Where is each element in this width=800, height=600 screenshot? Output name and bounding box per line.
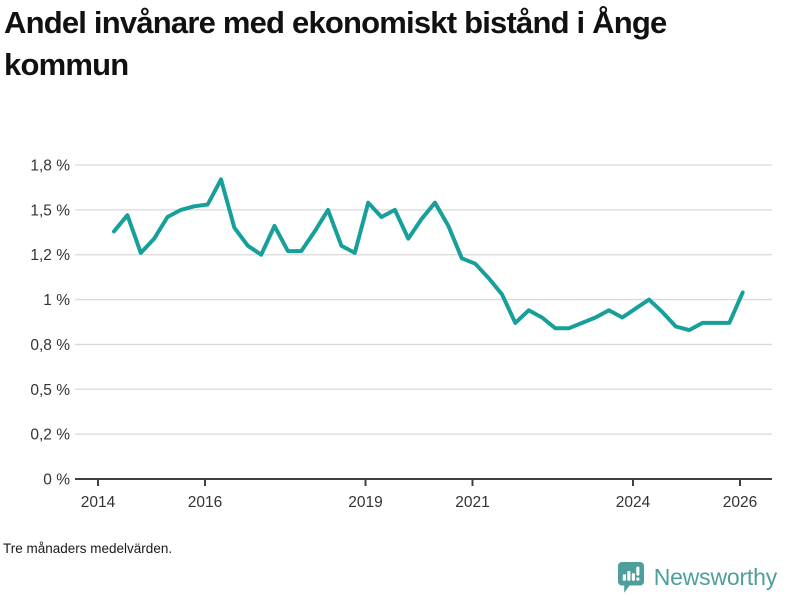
chart-footnote: Tre månaders medelvärden. — [3, 541, 173, 556]
x-tick-label: 2019 — [348, 494, 382, 511]
y-tick-label: 1,8 % — [30, 157, 70, 174]
y-tick-label: 0,8 % — [30, 337, 70, 354]
newsworthy-logo: Newsworthy — [617, 561, 777, 594]
line-chart-canvas: 0 % 0,2 % 0,5 % 0,8 % 1 % 1,2 % 1,5 % 1,8 % 2014… — [30, 157, 772, 511]
x-tick-label: 2026 — [723, 494, 757, 511]
y-tick-label: 0,5 % — [30, 382, 70, 399]
x-tick-label: 2024 — [616, 494, 651, 511]
x-tick-label: 2014 — [81, 494, 116, 511]
y-tick-label: 0 % — [43, 472, 70, 489]
chart-title-line2: kommun — [4, 47, 129, 82]
trend-line — [112, 177, 745, 333]
y-tick-label: 1,5 % — [30, 202, 70, 219]
y-tick-label: 1,2 % — [30, 247, 70, 264]
x-tick-label: 2021 — [455, 494, 489, 511]
newsworthy-logo-text: Newsworthy — [653, 564, 777, 590]
chart-title-line1: Andel invånare med ekonomiskt bistånd i … — [4, 5, 667, 40]
newsworthy-speech-bubble-bar-chart-icon — [617, 562, 644, 593]
x-tick-label: 2016 — [188, 494, 222, 511]
chart-title: Andel invånare med ekonomiskt bistånd i … — [4, 2, 667, 86]
y-tick-label: 0,2 % — [30, 427, 70, 444]
y-tick-label: 1 % — [43, 292, 70, 309]
